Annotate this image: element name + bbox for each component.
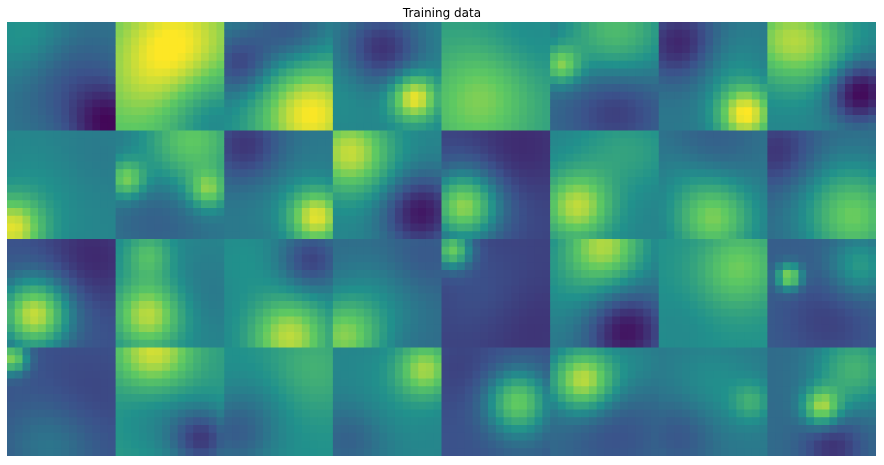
training-tile — [441, 130, 551, 240]
training-tile — [332, 130, 443, 240]
training-tile — [224, 22, 334, 132]
training-tile — [767, 347, 876, 456]
training-tile — [7, 239, 117, 349]
training-tile — [224, 347, 334, 456]
figure-title: Training data — [402, 6, 482, 20]
training-tile — [658, 347, 768, 456]
training-tile — [332, 239, 443, 349]
training-tile — [767, 130, 876, 240]
training-tile — [550, 130, 660, 240]
training-tile — [332, 347, 443, 456]
training-tile — [115, 130, 225, 240]
training-tile — [550, 239, 660, 349]
training-tile — [115, 239, 225, 349]
tile-grid — [7, 22, 876, 456]
training-tile — [658, 239, 768, 349]
training-tile — [115, 22, 225, 132]
training-tile — [115, 347, 225, 456]
training-tile — [767, 239, 876, 349]
training-tile — [332, 22, 443, 132]
training-tile — [441, 22, 551, 132]
training-tile — [7, 347, 117, 456]
training-tile — [7, 22, 117, 132]
training-tile — [441, 347, 551, 456]
training-tile — [441, 239, 551, 349]
training-tile — [658, 22, 768, 132]
training-tile — [550, 347, 660, 456]
training-tile — [224, 239, 334, 349]
training-tile — [658, 130, 768, 240]
training-tile — [767, 22, 876, 132]
training-tile — [224, 130, 334, 240]
training-tile — [7, 130, 117, 240]
training-tile — [550, 22, 660, 132]
tile-grid-canvas — [7, 22, 876, 456]
